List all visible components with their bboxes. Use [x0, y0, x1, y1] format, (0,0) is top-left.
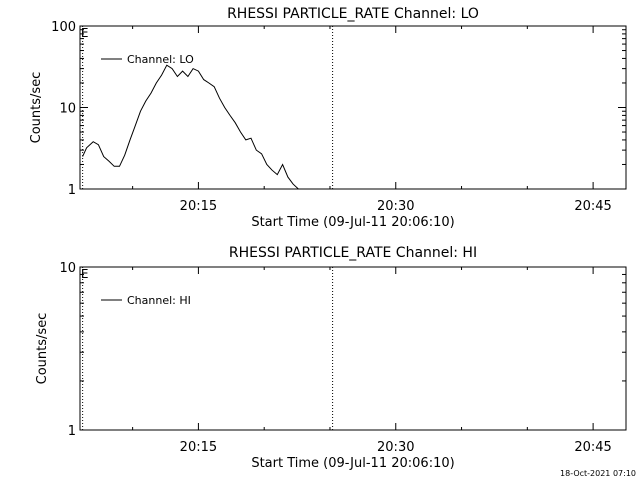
chart-title: RHESSI PARTICLE_RATE Channel: LO	[227, 6, 479, 22]
plot-frame	[79, 266, 627, 431]
marker-label: E	[81, 267, 89, 281]
legend-label: Channel: LO	[127, 53, 194, 66]
panel-lo: RHESSI PARTICLE_RATE Channel: LO 20:15 20:…	[29, 6, 627, 230]
x-tick-label: 20:45	[574, 440, 611, 455]
x-tick-label: 20:30	[377, 440, 414, 455]
y-tick-label: 1	[68, 424, 76, 439]
series-line	[82, 64, 299, 189]
plot-frame	[79, 25, 627, 190]
y-tick-label: 10	[59, 102, 76, 117]
x-tick-label: 20:15	[180, 199, 217, 214]
y-axis-label: Counts/sec	[29, 72, 44, 144]
chart-title: RHESSI PARTICLE_RATE Channel: HI	[229, 245, 477, 261]
y-tick-label: 10	[59, 261, 76, 276]
y-tick-label: 100	[51, 20, 76, 35]
x-axis-label: Start Time (09-Jul-11 20:06:10)	[251, 456, 454, 471]
panel-hi: RHESSI PARTICLE_RATE Channel: HI 20:15 20:…	[35, 245, 627, 471]
legend-label: Channel: HI	[127, 294, 191, 307]
x-tick-label: 20:15	[180, 440, 217, 455]
x-tick-label: 20:30	[377, 199, 414, 214]
x-tick-label: 20:45	[574, 199, 611, 214]
y-tick-label: 1	[68, 183, 76, 198]
x-axis-label: Start Time (09-Jul-11 20:06:10)	[251, 215, 454, 230]
footer-timestamp: 18-Oct-2021 07:10	[560, 469, 636, 478]
marker-label: E	[81, 26, 89, 40]
y-axis-label: Counts/sec	[35, 313, 50, 385]
